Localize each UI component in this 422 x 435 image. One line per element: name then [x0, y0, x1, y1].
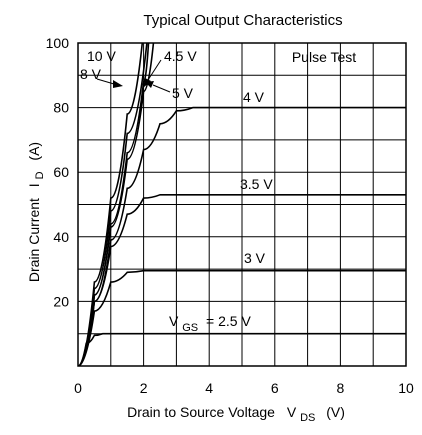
pulse-test-annotation: Pulse Test [292, 49, 356, 65]
vgs-subscript: GS [182, 322, 198, 334]
y-tick-label: 40 [53, 229, 69, 245]
x-axis-label: Drain to Source Voltage V DS (V) [127, 404, 345, 424]
series-label-3-5v: 3.5 V [240, 176, 273, 192]
y-tick-label: 20 [53, 293, 69, 309]
series-arrow-layer [96, 59, 171, 93]
y-axis-main: Drain Current [26, 198, 42, 282]
series-label-8v: 8 V [80, 66, 102, 82]
vgs-prefix: V [169, 313, 179, 329]
arrow-line-4-5v [147, 59, 162, 81]
x-tick-label: 0 [74, 380, 82, 396]
series-label-5v: 5 V [172, 85, 194, 101]
x-tick-label: 2 [140, 380, 148, 396]
arrow-head-8v [113, 80, 123, 88]
tick-layer: 0 2 4 6 8 10 20 40 60 80 100 [46, 35, 414, 396]
series-label-10v: 10 V [87, 48, 116, 64]
y-tick-label: 60 [53, 164, 69, 180]
y-axis-unit: (A) [26, 142, 42, 161]
x-axis-symbol: V [287, 404, 297, 420]
series-label-4-5v: 4.5 V [164, 48, 197, 64]
x-tick-label: 6 [271, 380, 279, 396]
series-label-layer: 10 V 8 V 4.5 V 5 V 4 V 3.5 V 3 V V GS = … [80, 48, 273, 334]
series-label-2-5v: V GS = 2.5 V [169, 313, 251, 334]
series-line-5 [78, 194, 406, 366]
x-tick-label: 10 [398, 380, 414, 396]
curve-layer [78, 43, 406, 366]
arrow-line-5v [152, 84, 171, 93]
arrow-line-8v [96, 78, 115, 85]
plot-border [77, 42, 407, 367]
chart-title: Typical Output Characteristics [143, 12, 342, 29]
y-tick-label: 100 [46, 35, 70, 51]
x-tick-label: 4 [205, 380, 213, 396]
series-label-4v: 4 V [243, 89, 265, 105]
y-axis-symbol: I [26, 183, 42, 187]
x-axis-unit: (V) [326, 404, 345, 420]
series-line-6 [78, 269, 406, 366]
y-axis-subscript: D [34, 171, 46, 179]
series-label-3v: 3 V [244, 250, 266, 266]
x-axis-main: Drain to Source Voltage [127, 404, 275, 420]
vgs-value: = 2.5 V [206, 313, 251, 329]
x-axis-subscript: DS [300, 412, 315, 424]
x-tick-label: 8 [337, 380, 345, 396]
y-tick-label: 80 [53, 100, 69, 116]
y-axis-label: Drain Current I D (A) [26, 142, 46, 282]
arrow-head-5v [145, 81, 154, 88]
series-line-7 [78, 332, 406, 366]
